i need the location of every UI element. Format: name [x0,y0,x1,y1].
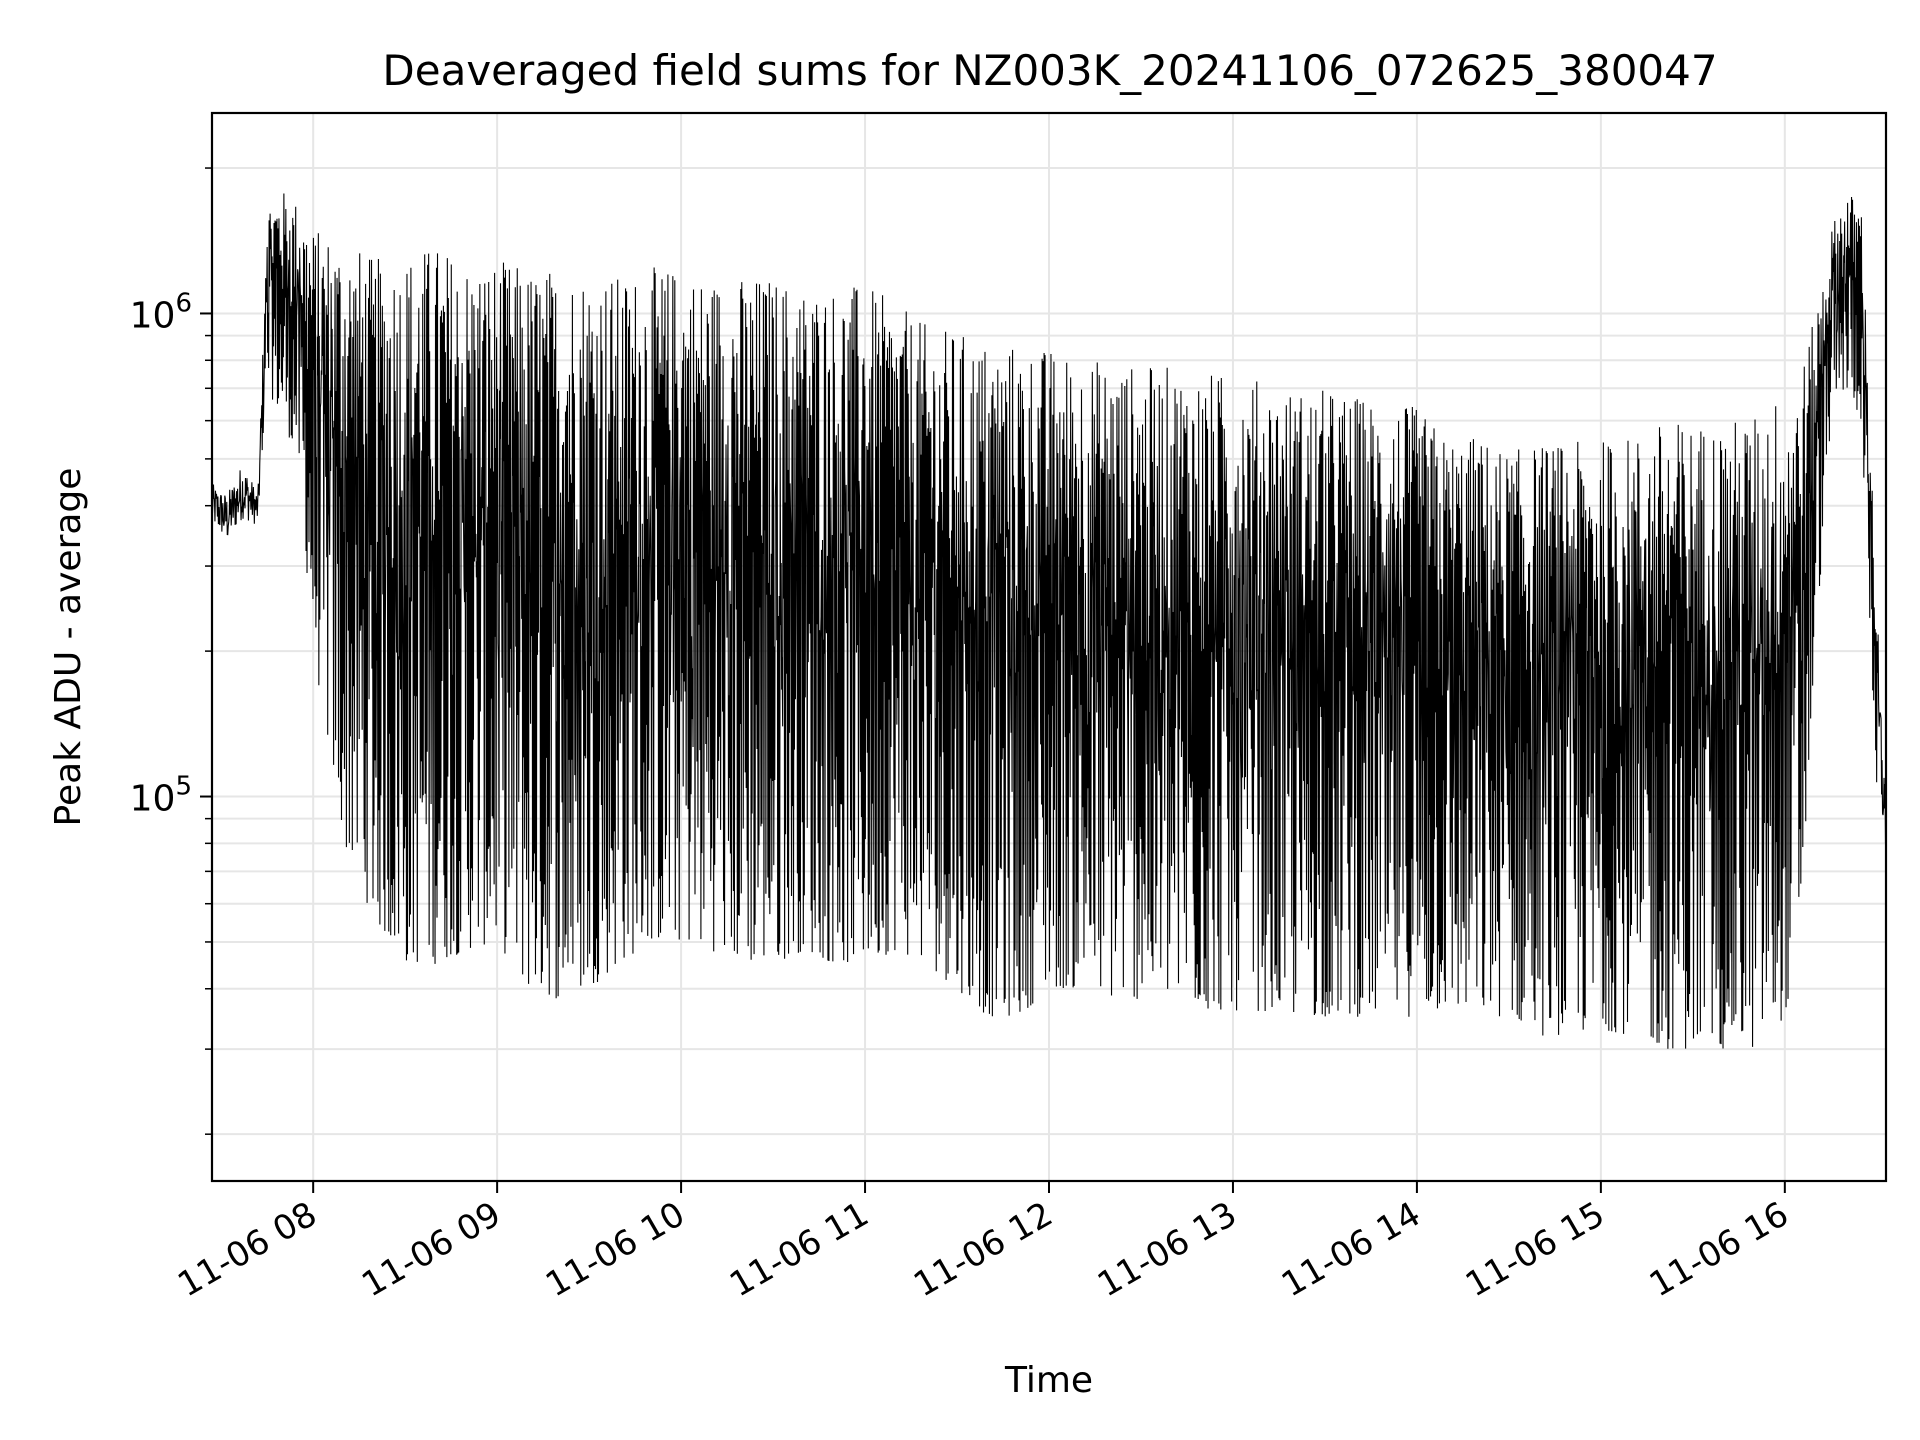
chart-title: Deaveraged field sums for NZ003K_2024110… [382,46,1717,95]
y-axis-label: Peak ADU - average [48,468,89,827]
y-axis: 105 106 [130,167,212,1135]
plot-area [212,193,1886,1049]
x-axis-label: Time [1004,1360,1093,1401]
y-tick-label: 105 [130,772,192,820]
series-group [212,193,1886,1049]
series-line [212,193,1886,1049]
y-tick-label: 106 [130,288,192,336]
